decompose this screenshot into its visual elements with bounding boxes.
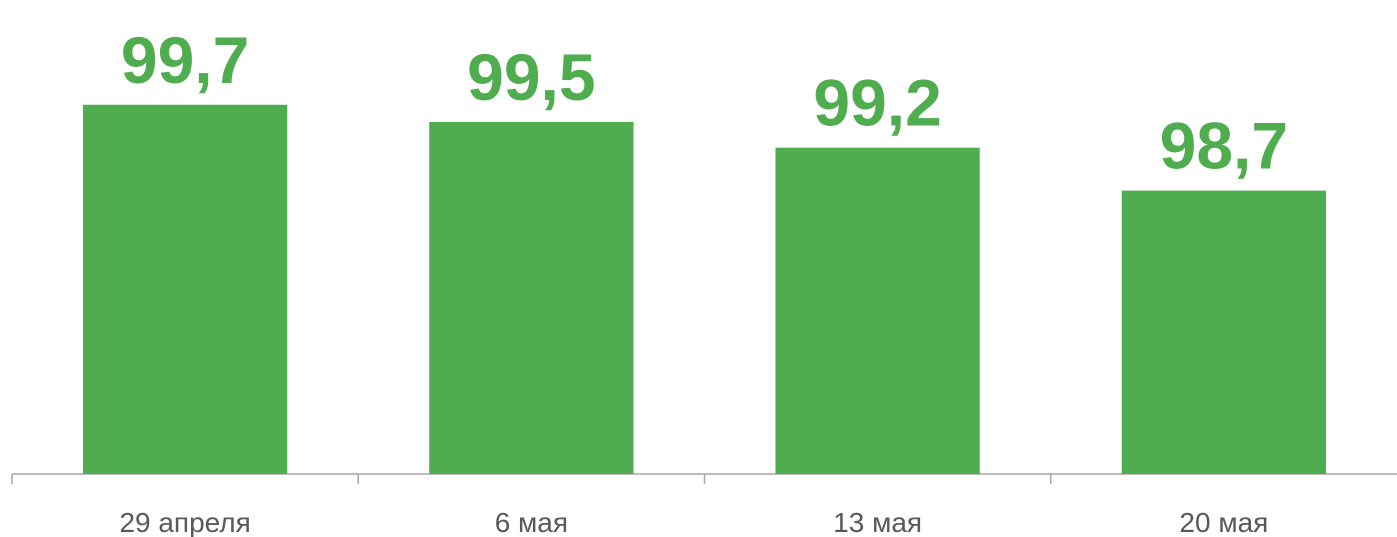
- x-tick-label: 13 мая: [833, 507, 922, 537]
- bar: [775, 147, 980, 474]
- value-label: 98,7: [1160, 109, 1288, 183]
- x-tick-label: 20 мая: [1179, 507, 1268, 537]
- value-label: 99,5: [467, 40, 595, 114]
- x-tick-label: 29 апреля: [119, 507, 250, 537]
- x-tick-label: 6 мая: [495, 507, 568, 537]
- bar: [1121, 190, 1327, 474]
- bar: [82, 104, 288, 475]
- value-label: 99,7: [121, 23, 249, 97]
- bar: [429, 121, 634, 474]
- value-label: 99,2: [813, 66, 941, 140]
